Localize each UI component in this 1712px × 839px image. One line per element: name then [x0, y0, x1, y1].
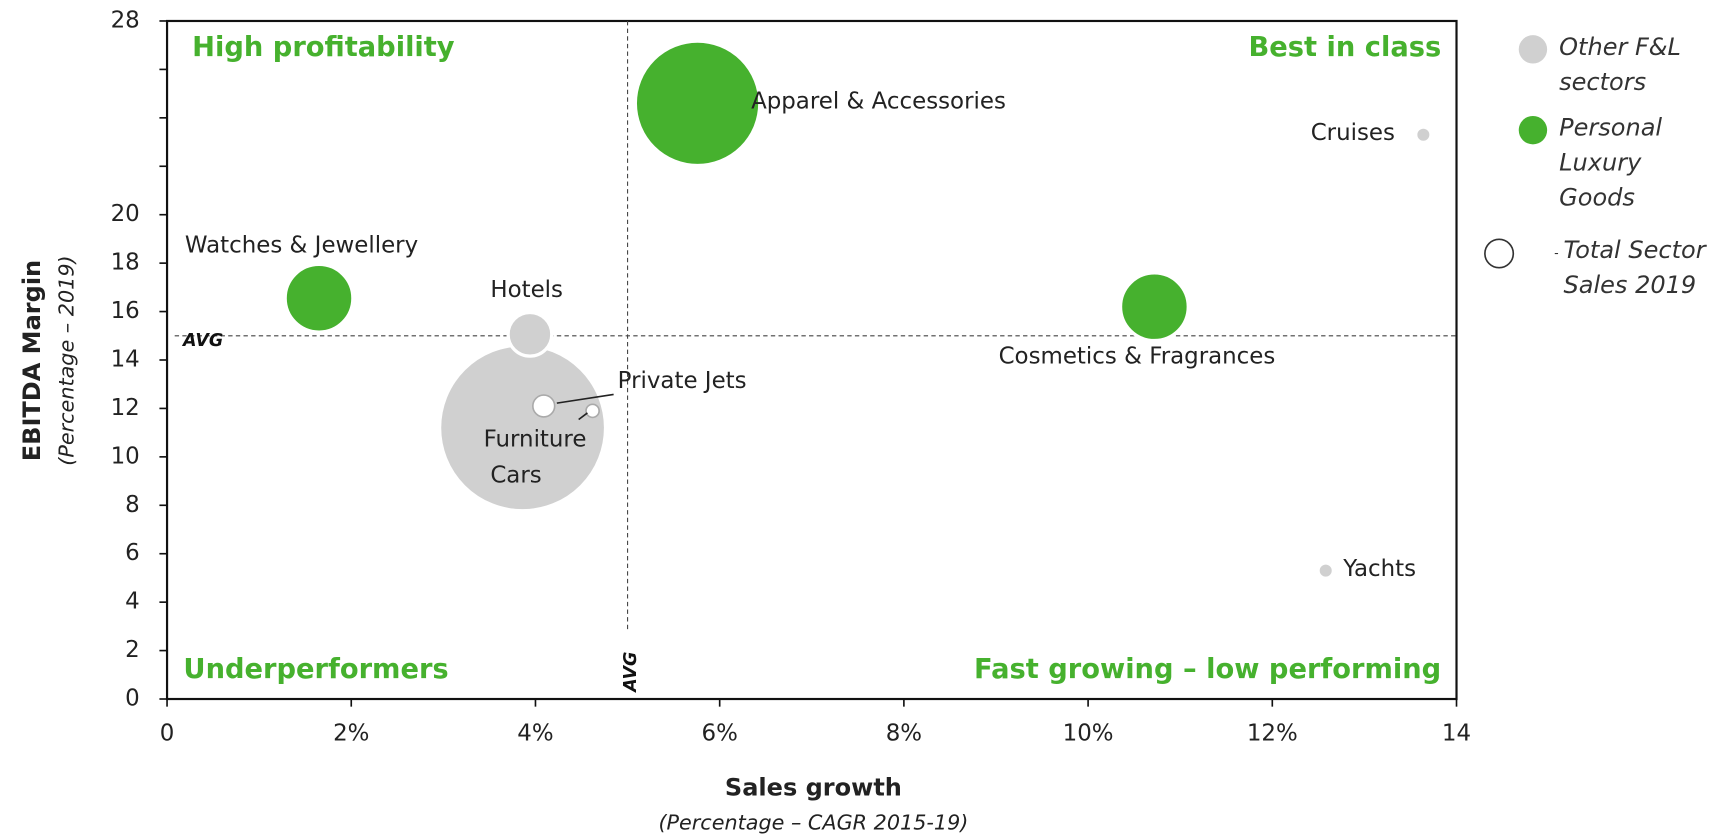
bubble: [633, 39, 762, 168]
y-tick-label: 0: [125, 686, 140, 712]
x-tick-label: 8%: [886, 720, 922, 746]
bubble: [1316, 561, 1336, 580]
legend-swatch: [1518, 35, 1548, 64]
bubble-label: Watches & Jewellery: [185, 232, 418, 258]
bubble-label: Private Jets: [618, 368, 747, 394]
y-axis-subtitle: (Percentage – 2019): [55, 255, 79, 465]
quadrant-label: High profitability: [192, 32, 455, 63]
quadrant-label: Underperformers: [183, 654, 448, 685]
bubble-label: Hotels: [490, 277, 563, 303]
quadrant-label: Best in class: [1248, 32, 1441, 63]
y-tick-label: 16: [111, 298, 140, 324]
x-tick-label: 4%: [517, 720, 553, 746]
x-tick-label: 2%: [333, 720, 369, 746]
bubble: [1118, 271, 1190, 343]
legend-text: Personal Luxury Goods: [1559, 114, 1663, 213]
legend-swatch: [1518, 115, 1548, 145]
bubble: [283, 262, 355, 334]
bubble-label: Cruises: [1311, 120, 1395, 146]
y-tick-label: 20: [111, 201, 140, 227]
legend-entry: Other F&L sectors: [1559, 34, 1681, 97]
leader-line: [578, 412, 588, 421]
y-tick-label: 12: [111, 395, 140, 421]
bubble: [585, 403, 600, 419]
bubble: [532, 394, 556, 418]
legend-text: Total Sector Sales 2019: [1563, 237, 1706, 300]
bubble-label: Cosmetics & Fragrances: [999, 343, 1276, 369]
x-tick-label: 0: [160, 720, 175, 746]
y-tick-label: 10: [111, 443, 140, 469]
y-axis-title: EBITDA Margin: [18, 260, 46, 461]
y-tick-label: 28: [111, 7, 140, 33]
x-axis-title: Sales growth: [725, 774, 902, 802]
legend-text: Other F&L sectors: [1559, 34, 1681, 97]
legend-entry: Personal Luxury Goods: [1559, 114, 1663, 213]
y-tick-label: 8: [125, 492, 140, 518]
x-tick-label: 14: [1442, 720, 1471, 746]
legend-entry: Total Sector Sales 2019: [1563, 237, 1706, 300]
y-tick-label: 6: [125, 540, 140, 566]
avg-label: AVG: [621, 652, 641, 694]
y-tick-label: 2: [125, 637, 140, 663]
x-tick-label: 6%: [702, 720, 738, 746]
bubbles: [283, 39, 1433, 580]
bubble: [506, 310, 554, 358]
y-tick-label: 18: [111, 250, 140, 276]
bubble-label: Furniture: [484, 426, 587, 452]
quadrant-label: Fast growing – low performing: [974, 654, 1441, 685]
x-tick-label: 10%: [1063, 720, 1114, 746]
leader-line: [556, 393, 614, 404]
avg-label: AVG: [181, 331, 223, 351]
bubble-label: Cars: [490, 462, 541, 488]
y-tick-label: 4: [125, 589, 140, 615]
bubble-label: Apparel & Accessories: [751, 89, 1006, 115]
bubble-label: Yachts: [1342, 556, 1416, 582]
legend-swatch: [1484, 238, 1515, 269]
x-axis-subtitle: (Percentage – CAGR 2015-19): [658, 810, 968, 834]
bubble: [1414, 125, 1433, 145]
x-tick-label: 12%: [1247, 720, 1298, 746]
y-tick-label: 14: [111, 346, 140, 372]
